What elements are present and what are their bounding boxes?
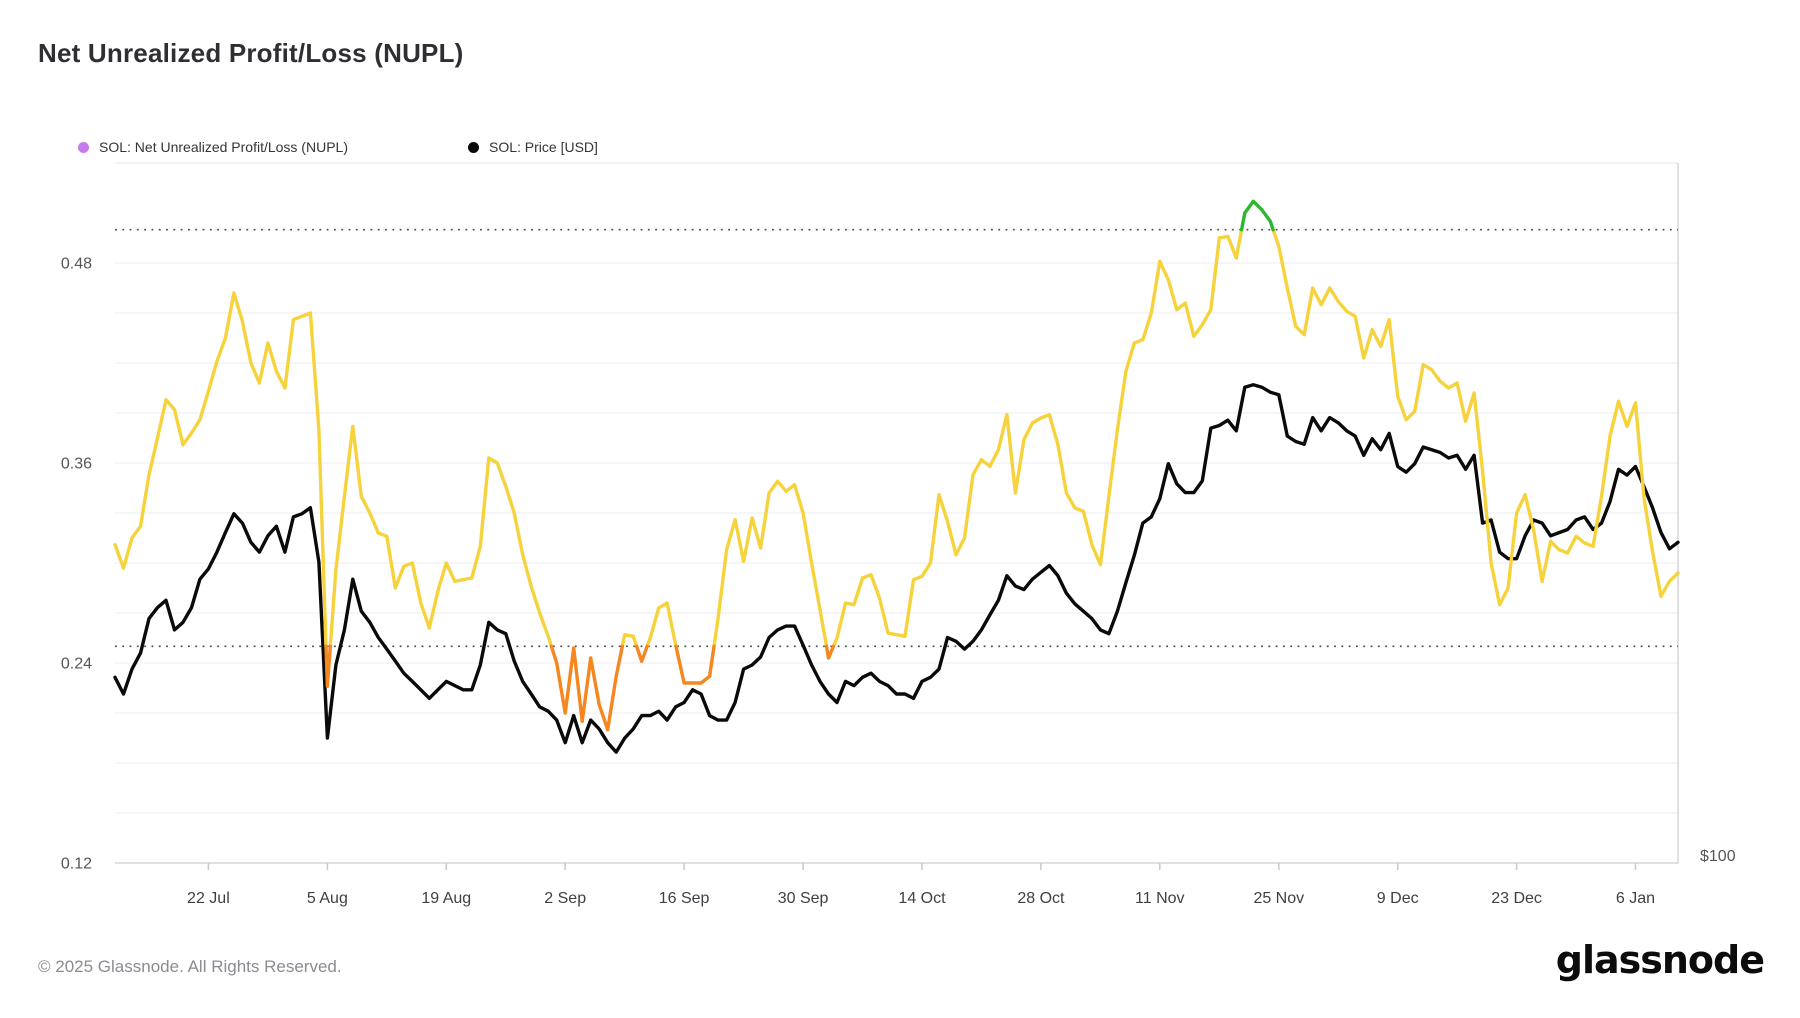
x-axis-tick-label: 16 Sep — [659, 890, 710, 907]
x-axis-tick-label: 30 Sep — [778, 890, 829, 907]
x-axis-tick-label: 25 Nov — [1253, 890, 1304, 907]
nupl-line-orange-segment — [324, 644, 836, 732]
nupl-legend-dot-icon — [78, 141, 89, 153]
y-axis-tick-label: 0.24 — [61, 656, 92, 673]
price-line — [113, 383, 1680, 754]
legend-item-label: SOL: Price [USD] — [488, 139, 598, 155]
x-axis-tick-label: 6 Jan — [1616, 890, 1655, 907]
price-legend-dot-icon — [467, 141, 479, 153]
chart-legend: SOL: Net Unrealized Profit/Loss (NUPL) S… — [78, 139, 598, 155]
x-axis-tick-label: 2 Sep — [544, 890, 586, 907]
x-axis-tick-label: 9 Dec — [1377, 890, 1419, 907]
y-axis-tick-label: 0.48 — [61, 256, 92, 273]
x-axis-tick-label: 11 Nov — [1135, 890, 1185, 907]
y-axis-tick-label: 0.12 — [61, 856, 92, 873]
copyright-text: © 2025 Glassnode. All Rights Reserved. — [38, 957, 342, 976]
legend-item-price[interactable]: SOL: Price [USD] — [467, 139, 598, 155]
page-title: Net Unrealized Profit/Loss (NUPL) — [38, 38, 464, 68]
legend-item-nupl[interactable]: SOL: Net Unrealized Profit/Loss (NUPL) — [78, 139, 348, 155]
x-axis-tick-label: 23 Dec — [1491, 890, 1542, 907]
nupl-line-yellow-segment — [113, 228, 1680, 648]
x-axis-tick-label: 28 Oct — [1017, 890, 1065, 907]
x-axis-tick-label: 19 Aug — [421, 890, 471, 907]
glassnode-logo: glassnode — [1555, 938, 1765, 982]
x-axis-tick-label: 14 Oct — [898, 890, 946, 907]
x-axis-tick-label: 5 Aug — [307, 890, 348, 907]
legend-item-label: SOL: Net Unrealized Profit/Loss (NUPL) — [99, 139, 348, 155]
x-axis-tick-label: 22 Jul — [187, 890, 230, 907]
y-axis-tick-label: 0.36 — [61, 456, 92, 473]
nupl-line-green-segment — [1239, 199, 1275, 232]
y-right-axis-label: $100 — [1700, 848, 1736, 865]
